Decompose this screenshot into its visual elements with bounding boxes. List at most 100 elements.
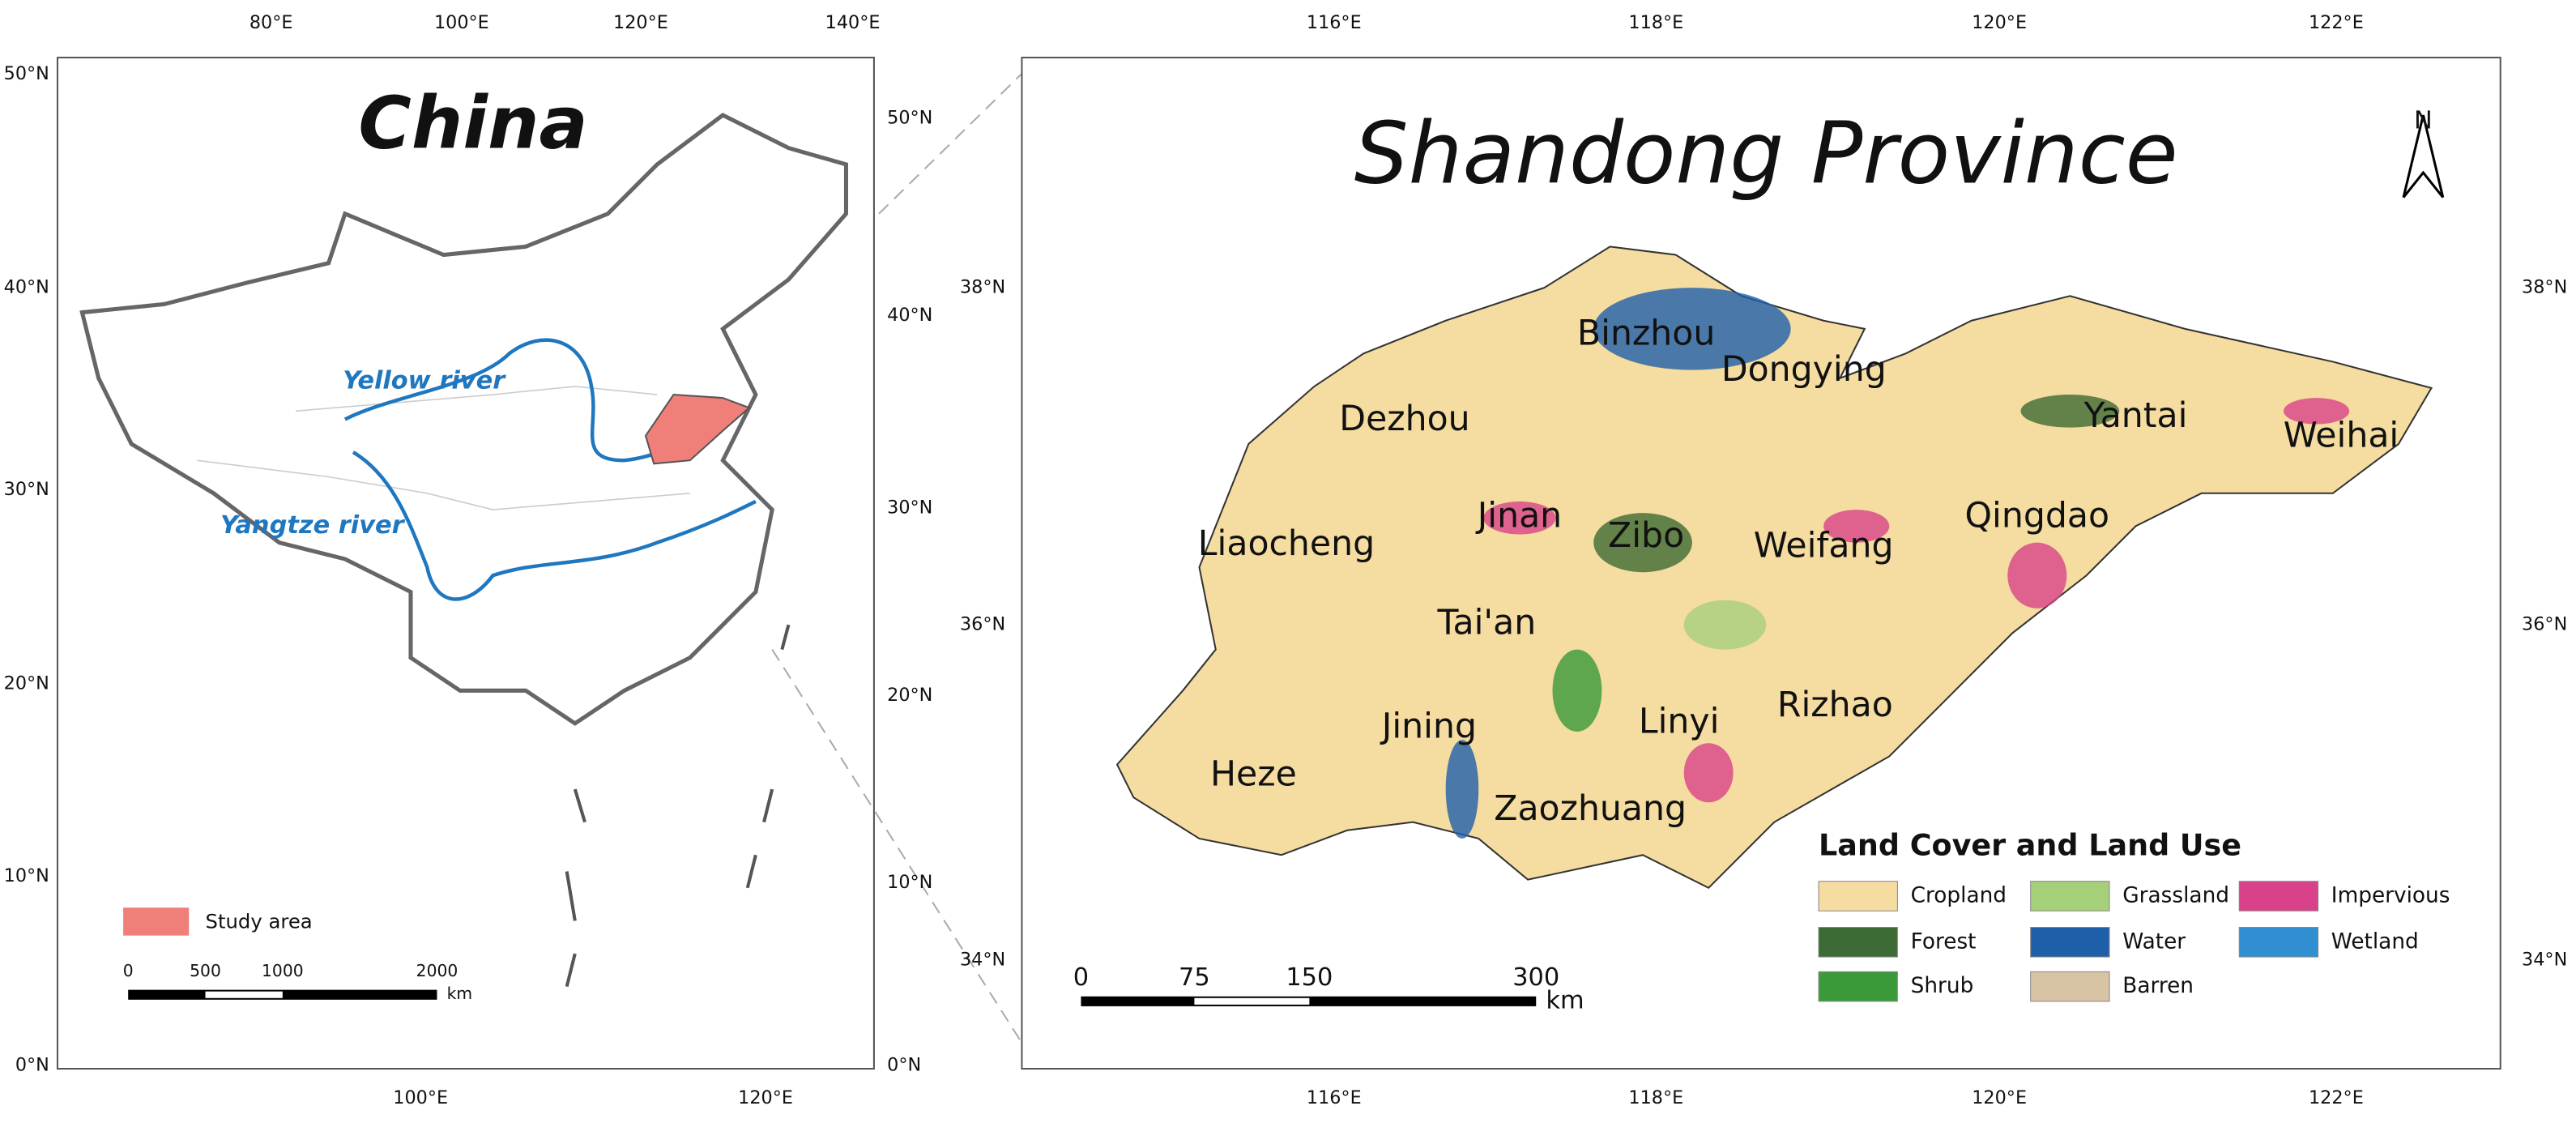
tick-label: 40°N — [887, 305, 932, 326]
scale-label: 150 — [1286, 963, 1333, 992]
tick-label: 122°E — [2309, 12, 2364, 33]
legend-label: Study area — [206, 909, 313, 933]
city-label: Rizhao — [1777, 685, 1893, 725]
city-label: Binzhou — [1577, 313, 1715, 353]
tick-label: 10°N — [4, 865, 49, 886]
tick-label: 0°N — [887, 1054, 921, 1075]
scale-label: 75 — [1179, 963, 1210, 992]
scale-label: 300 — [1512, 963, 1559, 992]
tick-label: 38°N — [960, 277, 1005, 298]
city-label: Dongying — [1721, 349, 1887, 390]
tick-label: 20°N — [887, 685, 932, 706]
tick-label: 34°N — [960, 950, 1005, 971]
city-label: Heze — [1210, 754, 1297, 794]
tick-label: 40°N — [4, 277, 49, 298]
patch — [1683, 743, 1734, 803]
scale-label: 500 — [190, 961, 221, 980]
scale-label: 2000 — [416, 961, 458, 980]
patch — [1445, 740, 1479, 839]
legend-label: Grassland — [2122, 883, 2229, 907]
china-title: China — [358, 82, 587, 166]
scale-label: 0 — [1073, 963, 1089, 992]
tick-label: 80°E — [249, 12, 293, 33]
shandong-title: Shandong Province — [1354, 104, 2178, 203]
tick-label: 30°N — [887, 497, 932, 519]
tick-label: 120°E — [738, 1087, 793, 1108]
patch — [1683, 600, 1767, 650]
legend-swatch — [2238, 881, 2319, 912]
tick-label: 36°N — [2522, 614, 2567, 635]
patch — [1593, 513, 1692, 573]
land-cover-patches — [1445, 288, 2350, 839]
city-label: Weihai — [2284, 415, 2399, 455]
tick-label: 116°E — [1307, 12, 1362, 33]
tick-label: 0°N — [15, 1054, 49, 1075]
legend-swatch — [2030, 881, 2110, 912]
city-label: Liaocheng — [1198, 523, 1375, 564]
city-label: Yantai — [2083, 395, 2188, 436]
legend-label: Barren — [2122, 974, 2194, 998]
city-label: Jining — [1380, 706, 1477, 746]
legend-label: Impervious — [2331, 883, 2450, 907]
city-label: Weifang — [1754, 525, 1894, 566]
yangtze-river — [352, 450, 757, 601]
islands — [565, 624, 791, 988]
patch — [1483, 501, 1556, 535]
city-label: Zaozhuang — [1494, 788, 1687, 829]
legend-swatch — [2238, 927, 2319, 958]
city-label: Zibo — [1608, 515, 1684, 556]
yellow-river — [343, 338, 724, 463]
river-label: Yellow river — [343, 366, 506, 395]
patch — [1593, 288, 1791, 370]
patch — [2020, 395, 2120, 428]
city-label: Tai'an — [1437, 603, 1537, 643]
north-arrow — [2402, 114, 2445, 199]
tick-label: 100°E — [393, 1087, 448, 1108]
city-label: Qingdao — [1965, 496, 2110, 536]
scale-label: 0 — [123, 961, 134, 980]
study-area — [644, 393, 751, 465]
scale-unit: km — [1546, 986, 1584, 1014]
tick-label: 30°N — [4, 479, 49, 500]
tick-label: 38°N — [2522, 277, 2567, 298]
city-label: Dezhou — [1339, 399, 1469, 439]
patch — [1552, 649, 1602, 732]
legend-swatch — [123, 907, 190, 936]
tick-label: 120°E — [1972, 12, 2027, 33]
legend-label: Shrub — [1911, 974, 1974, 998]
legend-swatch — [2030, 971, 2110, 1002]
china-outline — [79, 113, 848, 726]
scale-unit: km — [447, 984, 472, 1003]
city-label: Jinan — [1475, 496, 1562, 536]
legend-label: Forest — [1911, 929, 1977, 954]
patch — [2007, 542, 2067, 608]
tick-label: 50°N — [4, 63, 49, 84]
tick-label: 118°E — [1628, 12, 1683, 33]
zoom-line — [878, 57, 1039, 215]
north-label: N — [2414, 107, 2433, 135]
scale-label: 1000 — [262, 961, 304, 980]
patch — [2284, 398, 2350, 425]
tick-label: 140°E — [825, 12, 881, 33]
legend-label: Cropland — [1911, 883, 2007, 907]
scale-bar-segment — [1194, 997, 1310, 1005]
zoom-line — [771, 649, 1039, 1070]
patch — [1823, 510, 1890, 543]
tick-label: 116°E — [1307, 1087, 1362, 1108]
legend-swatch — [1818, 971, 1898, 1002]
river-label: Yangtze river — [220, 511, 406, 540]
city-label: Linyi — [1639, 701, 1720, 741]
tick-label: 36°N — [960, 614, 1005, 635]
scale-bar-segment — [205, 991, 283, 998]
tick-label: 120°E — [1972, 1087, 2027, 1108]
tick-label: 122°E — [2309, 1087, 2364, 1108]
legend-swatch — [2030, 927, 2110, 958]
tick-label: 34°N — [2522, 950, 2567, 971]
tick-label: 118°E — [1628, 1087, 1683, 1108]
province-borders — [197, 386, 690, 510]
tick-label: 120°E — [613, 12, 668, 33]
legend-label: Water — [2122, 929, 2186, 954]
tick-label: 10°N — [887, 872, 932, 893]
legend-swatch — [1818, 927, 1898, 958]
